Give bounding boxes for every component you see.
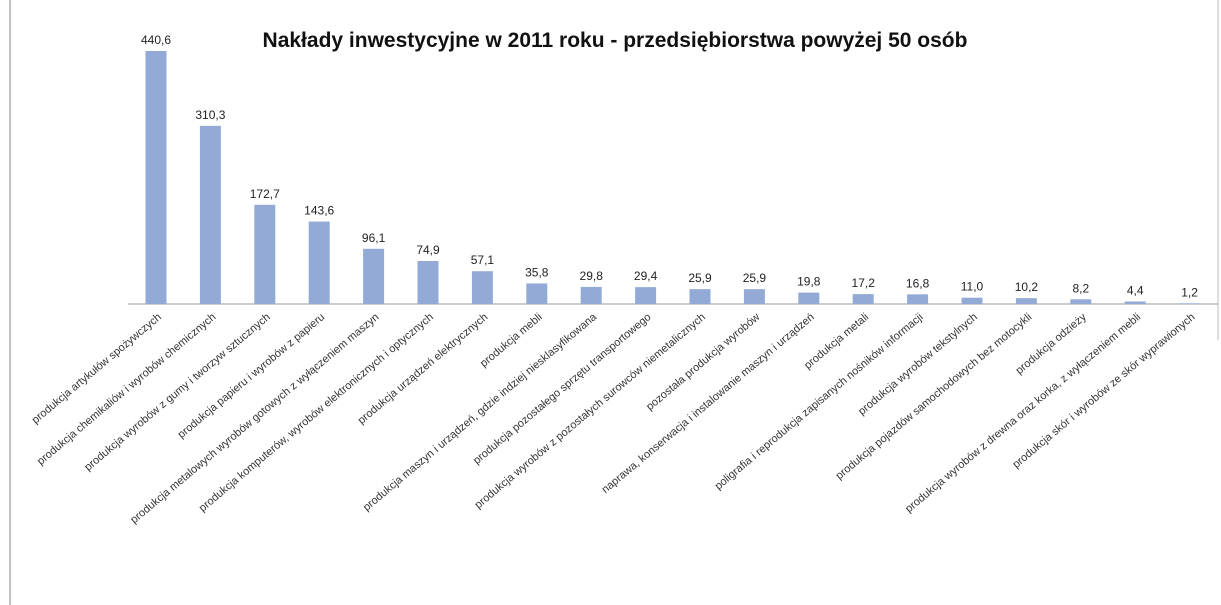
x-tick-label: pozostała produkcja wyrobów — [644, 311, 762, 413]
bar — [580, 286, 602, 304]
data-label: 16,8 — [906, 276, 930, 290]
bar — [635, 287, 657, 304]
bar — [145, 51, 167, 304]
bar — [417, 260, 439, 304]
x-tick-label: poligrafia i reprodukcja zapisanych nośn… — [713, 311, 926, 492]
x-tick-label: produkcja pojazdów samochodowych bez mot… — [834, 311, 1035, 482]
x-tick-label: produkcja metalowych wyrobów gotowych z … — [128, 311, 381, 526]
data-label: 8,2 — [1072, 281, 1089, 295]
bar — [199, 125, 221, 305]
data-label: 19,8 — [797, 275, 821, 289]
data-label: 25,9 — [743, 271, 767, 285]
bar — [1124, 301, 1146, 304]
data-label: 74,9 — [416, 243, 440, 257]
data-label: 1,2 — [1181, 285, 1198, 299]
x-tick-label: produkcja wyrobów z gumy i tworzyw sztuc… — [82, 311, 272, 473]
bar — [907, 294, 929, 304]
bar — [254, 204, 276, 304]
x-tick-label: naprawa, konserwacja i instalowanie masz… — [600, 311, 817, 496]
data-label: 310,3 — [195, 108, 225, 122]
bar — [1015, 298, 1037, 304]
data-label: 35,8 — [525, 265, 549, 279]
bar — [798, 292, 820, 304]
data-label: 57,1 — [471, 253, 495, 267]
bar — [526, 283, 548, 304]
bar — [471, 271, 493, 304]
bar — [743, 289, 765, 304]
data-label: 172,7 — [250, 187, 280, 201]
chart-title: Nakłady inwestycyjne w 2011 roku - przed… — [263, 29, 968, 52]
data-label: 4,4 — [1127, 283, 1144, 297]
data-label: 11,0 — [961, 280, 984, 294]
bar — [308, 221, 330, 304]
data-label: 96,1 — [362, 231, 386, 245]
bar — [852, 294, 874, 304]
bar — [1070, 299, 1092, 304]
data-label: 25,9 — [688, 271, 712, 285]
data-label: 440,6 — [141, 33, 171, 47]
data-label: 10,2 — [1015, 280, 1039, 294]
data-label: 143,6 — [304, 204, 334, 218]
bar — [689, 289, 711, 304]
data-label: 17,2 — [852, 276, 876, 290]
bar — [363, 248, 385, 304]
bar — [961, 297, 983, 304]
bar — [1179, 303, 1201, 304]
data-label: 29,8 — [580, 269, 604, 283]
x-tick-label: produkcja skór i wyrobów ze skór wyprawi… — [1010, 311, 1197, 471]
data-label: 29,4 — [634, 269, 658, 283]
